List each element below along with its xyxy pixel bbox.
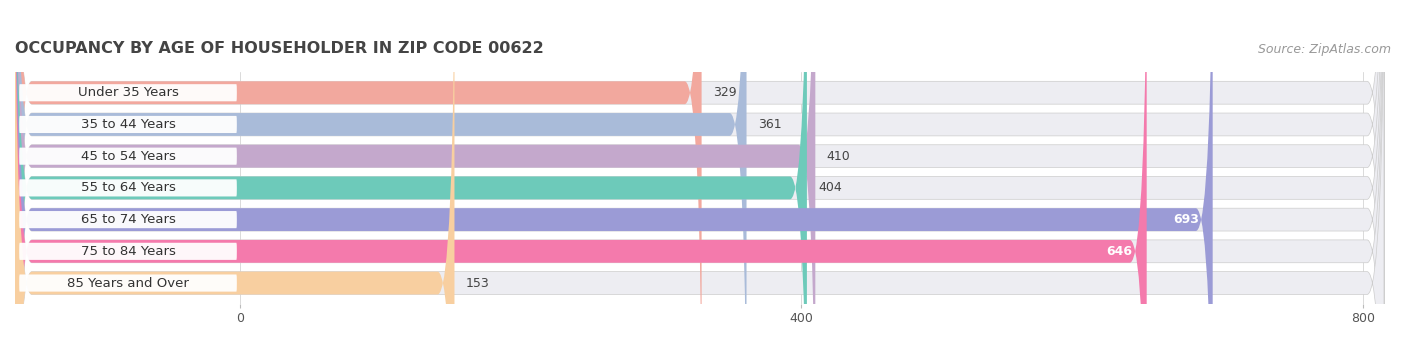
FancyBboxPatch shape xyxy=(20,116,236,133)
FancyBboxPatch shape xyxy=(20,148,236,165)
Text: 85 Years and Over: 85 Years and Over xyxy=(67,276,188,290)
FancyBboxPatch shape xyxy=(20,243,236,260)
Text: OCCUPANCY BY AGE OF HOUSEHOLDER IN ZIP CODE 00622: OCCUPANCY BY AGE OF HOUSEHOLDER IN ZIP C… xyxy=(15,41,544,56)
Text: 646: 646 xyxy=(1107,245,1133,258)
FancyBboxPatch shape xyxy=(15,0,1384,340)
FancyBboxPatch shape xyxy=(20,84,236,101)
Text: 329: 329 xyxy=(713,86,737,99)
Text: 361: 361 xyxy=(758,118,782,131)
FancyBboxPatch shape xyxy=(15,0,1384,340)
FancyBboxPatch shape xyxy=(20,211,236,228)
Text: Under 35 Years: Under 35 Years xyxy=(77,86,179,99)
FancyBboxPatch shape xyxy=(15,0,1384,340)
FancyBboxPatch shape xyxy=(15,0,747,340)
FancyBboxPatch shape xyxy=(15,0,815,340)
Text: Source: ZipAtlas.com: Source: ZipAtlas.com xyxy=(1258,43,1391,56)
FancyBboxPatch shape xyxy=(15,0,807,340)
FancyBboxPatch shape xyxy=(20,179,236,197)
FancyBboxPatch shape xyxy=(15,0,1384,340)
FancyBboxPatch shape xyxy=(15,0,1384,340)
Text: 693: 693 xyxy=(1173,213,1199,226)
FancyBboxPatch shape xyxy=(15,0,1384,340)
Text: 45 to 54 Years: 45 to 54 Years xyxy=(80,150,176,163)
Text: 404: 404 xyxy=(818,182,842,194)
FancyBboxPatch shape xyxy=(15,0,1213,340)
Text: 35 to 44 Years: 35 to 44 Years xyxy=(80,118,176,131)
Text: 75 to 84 Years: 75 to 84 Years xyxy=(80,245,176,258)
Text: 153: 153 xyxy=(465,276,489,290)
FancyBboxPatch shape xyxy=(15,0,1147,340)
Text: 65 to 74 Years: 65 to 74 Years xyxy=(80,213,176,226)
FancyBboxPatch shape xyxy=(15,0,454,340)
Text: 410: 410 xyxy=(827,150,851,163)
FancyBboxPatch shape xyxy=(15,0,702,340)
FancyBboxPatch shape xyxy=(15,0,1384,340)
FancyBboxPatch shape xyxy=(20,274,236,292)
Text: 55 to 64 Years: 55 to 64 Years xyxy=(80,182,176,194)
